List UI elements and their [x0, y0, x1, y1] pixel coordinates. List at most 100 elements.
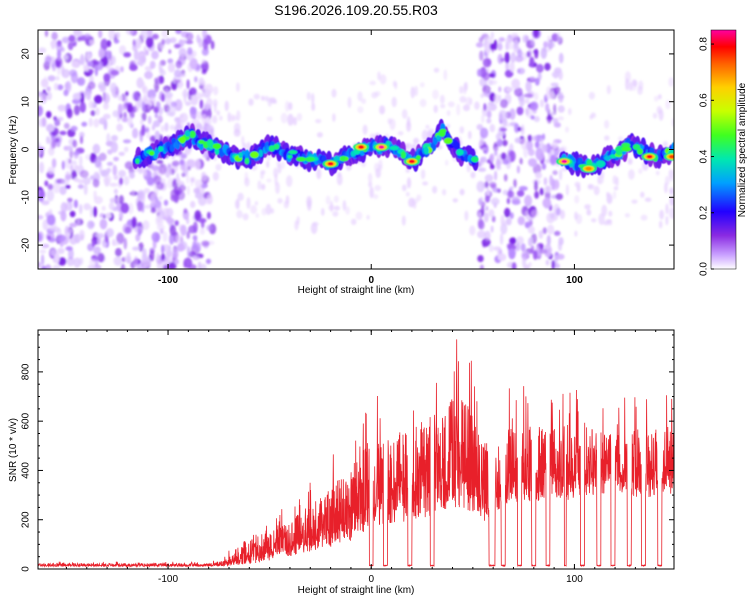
haze-blob: [306, 92, 311, 101]
haze-blob: [420, 82, 425, 88]
noise-blob: [119, 177, 123, 186]
ridge-hot: [609, 154, 617, 159]
haze-blob: [265, 203, 272, 216]
noise-blob: [499, 233, 504, 245]
haze-blob: [665, 215, 669, 226]
haze-blob: [293, 116, 297, 126]
noise-blob: [498, 86, 502, 93]
snr-frame: [37, 329, 675, 570]
noise-blob: [541, 163, 547, 170]
noise-blob: [73, 199, 78, 209]
noise-blob: [485, 195, 490, 203]
haze-blob: [427, 128, 435, 136]
haze-blob: [369, 80, 377, 86]
noise-blob: [490, 197, 500, 206]
noise-blob: [174, 220, 179, 226]
noise-blob: [44, 180, 49, 187]
haze-blob: [285, 195, 290, 205]
spectrogram-y-ticks: -20 -10 0 10 20: [21, 48, 674, 252]
noise-blob: [103, 113, 111, 120]
noise-blob: [51, 140, 57, 149]
noise-blob: [57, 234, 66, 242]
haze-blob: [253, 93, 260, 100]
noise-blob: [79, 155, 83, 167]
haze-blob: [640, 214, 648, 221]
noise-blob: [525, 140, 533, 151]
noise-blob: [480, 127, 489, 139]
haze-blob: [474, 101, 480, 110]
haze-blob: [237, 192, 244, 201]
noise-blob: [553, 230, 561, 236]
haze-blob: [467, 130, 472, 140]
noise-blob: [57, 49, 62, 58]
haze-blob: [175, 118, 181, 130]
noise-blob: [534, 191, 539, 199]
noise-blob: [167, 58, 174, 64]
noise-blob: [68, 248, 74, 260]
ridge-hot: [400, 151, 407, 159]
noise-blob: [69, 210, 76, 218]
noise-blob: [532, 250, 538, 260]
noise-blob: [82, 177, 91, 185]
noise-blob: [154, 81, 159, 93]
noise-blob: [109, 182, 118, 187]
haze-blob: [576, 184, 581, 192]
noise-blob: [558, 91, 564, 103]
noise-blob: [174, 106, 182, 111]
noise-blob: [129, 172, 135, 179]
spectrogram-y-label: Frequency (Hz): [8, 116, 19, 185]
haze-blob: [316, 168, 322, 180]
noise-blob: [202, 39, 208, 50]
noise-blob: [496, 166, 502, 171]
haze-blob: [608, 210, 613, 217]
haze-blob: [169, 124, 175, 131]
noise-blob: [97, 252, 105, 263]
noise-blob: [122, 139, 132, 144]
noise-blob: [161, 30, 169, 39]
noise-blob: [505, 217, 512, 226]
noise-blob: [509, 237, 517, 245]
noise-blob: [38, 232, 42, 242]
noise-blob: [123, 146, 129, 153]
noise-blob: [156, 75, 164, 85]
noise-blob: [158, 196, 163, 201]
noise-blob: [146, 176, 155, 186]
haze-blob: [631, 199, 638, 204]
noise-blob: [198, 37, 204, 48]
noise-blob: [534, 141, 540, 149]
noise-blob: [159, 69, 166, 76]
noise-blob: [147, 89, 157, 99]
haze-blob: [584, 204, 591, 210]
noise-blob: [553, 263, 561, 269]
noise-blob: [60, 202, 68, 213]
haze-blob: [391, 96, 397, 108]
noise-blob: [72, 139, 78, 148]
noise-blob: [116, 123, 123, 132]
noise-blob: [98, 117, 106, 125]
noise-blob: [558, 52, 564, 64]
haze-blob: [160, 178, 166, 184]
haze-blob: [644, 197, 652, 202]
noise-blob: [57, 247, 65, 255]
noise-blob: [110, 55, 117, 66]
noise-blob: [55, 76, 60, 81]
noise-blob: [65, 184, 71, 189]
haze-blob: [229, 114, 235, 122]
noise-blob: [194, 192, 204, 199]
noise-blob: [85, 91, 91, 100]
noise-blob: [83, 183, 88, 196]
haze-blob: [389, 118, 396, 131]
noise-blob: [539, 187, 544, 196]
noise-blob: [125, 91, 129, 97]
ridge-hot: [636, 148, 644, 155]
snr-y-ticks: 0 200 400 600 800: [21, 334, 674, 572]
haze-blob: [459, 96, 467, 103]
spectrogram-x-tick-label: 0: [368, 275, 374, 286]
noise-blob: [51, 158, 57, 169]
spectrogram-heatmap: [38, 30, 674, 269]
haze-blob: [432, 89, 439, 100]
haze-blob: [586, 209, 592, 216]
noise-blob: [493, 93, 500, 104]
haze-blob: [152, 164, 158, 175]
noise-blob: [123, 176, 130, 186]
